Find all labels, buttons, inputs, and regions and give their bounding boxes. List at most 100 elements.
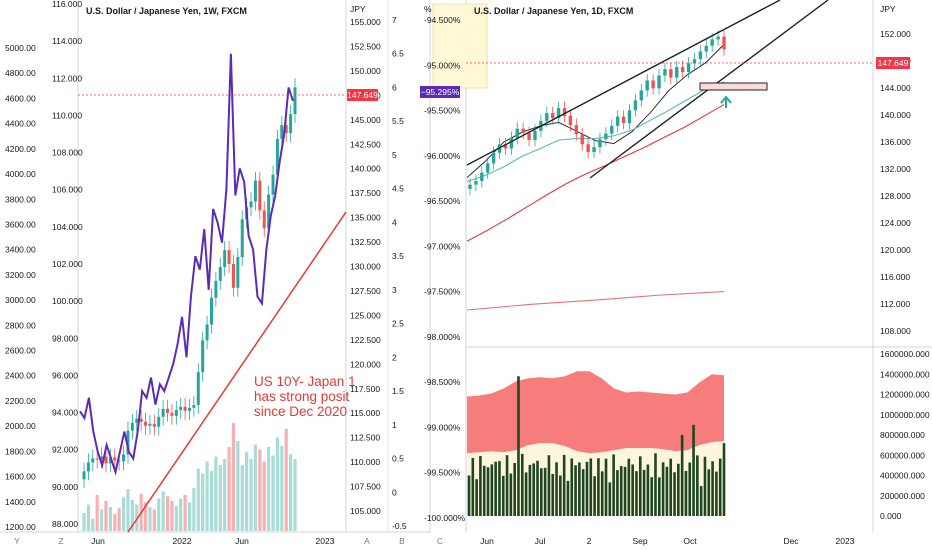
volume-bar [236, 441, 240, 531]
far-left-axis-tick: 1800.00 [5, 446, 36, 456]
volume-bar [192, 487, 196, 531]
candle-body [108, 457, 112, 464]
left-price-axis-tick: 112.500 [350, 433, 380, 443]
corner-label: B [399, 536, 405, 546]
right-price-axis-tick: 128.000 [880, 191, 911, 201]
spread-axis-tick: 6.5 [392, 49, 404, 59]
candle-body [267, 194, 271, 229]
far-left-axis-tick: 1200.00 [5, 522, 36, 532]
candle-body [258, 180, 262, 211]
left-price-axis-tick: 125.000 [350, 310, 381, 320]
volume-bar [196, 468, 200, 531]
candle-body [161, 408, 165, 417]
candle-body [249, 201, 253, 208]
inner-left-axis-tick: 108.000 [52, 148, 83, 158]
spread-axis-tick: 3 [392, 285, 397, 295]
candle-body [82, 471, 86, 480]
candle-body [610, 125, 614, 134]
candle-body [179, 406, 183, 410]
right-price-axis-tick: 132.000 [880, 164, 911, 174]
volume-bar [646, 464, 650, 516]
left-price-axis-tick: 117.500 [350, 384, 380, 394]
volume-bar [673, 472, 676, 516]
candle-body [262, 210, 266, 229]
pct-axis-tick: -94.500% [424, 15, 461, 25]
volume-bar [604, 458, 608, 516]
volume-bar [143, 502, 148, 531]
volume-bar [692, 424, 695, 516]
candle-body [580, 134, 584, 145]
far-left-axis-tick: 3800.00 [5, 194, 36, 204]
pct-axis-tick: -99.500% [424, 468, 461, 478]
candle-body [474, 181, 478, 185]
candle-body [627, 110, 632, 123]
candle-body [201, 340, 205, 373]
candle-body [223, 250, 227, 267]
candle-body [135, 418, 139, 423]
volume-bar [179, 498, 183, 531]
spread-axis-tick: 0.5 [392, 454, 404, 464]
left-price-axis-tick: 127.500 [350, 286, 381, 296]
candle-body [515, 128, 519, 138]
volume-bar [608, 482, 612, 516]
pct-unit: % [424, 4, 432, 14]
right-x-tick: Jun [480, 536, 494, 546]
inner-left-axis-tick: 114.000 [52, 36, 82, 46]
right-price-axis-tick: 152.000 [880, 29, 911, 39]
volume-bar [555, 462, 558, 516]
far-left-axis-tick: 3600.00 [5, 219, 36, 229]
candle-body [240, 219, 244, 258]
volume-bar [559, 475, 562, 516]
inner-left-axis-tick: 88.000 [52, 519, 78, 529]
corner-label: Y [14, 536, 20, 546]
left-x-tick: Jun [91, 536, 105, 546]
volume-bar [293, 459, 297, 531]
volume-bar [227, 447, 231, 531]
candle-body [491, 152, 496, 164]
left-price-axis-tick: 140.000 [350, 164, 381, 174]
left-price-axis-tick: 107.500 [350, 482, 381, 492]
volume-bar [505, 455, 509, 516]
volume-bar [520, 453, 524, 516]
volume-bar [267, 447, 271, 531]
left-panel-bg [0, 0, 454, 550]
candle-body [227, 250, 231, 264]
volume-bar [284, 429, 288, 531]
candle-body [480, 172, 484, 182]
candle-body [592, 147, 596, 153]
candle-body [675, 67, 679, 78]
volume-bar [475, 479, 478, 516]
volume-bar [532, 463, 536, 516]
left-price-axis-tick: 105.000 [350, 506, 381, 516]
far-left-axis-tick: 4400.00 [5, 119, 36, 129]
volume-bar [665, 466, 669, 516]
candle-body [192, 404, 196, 408]
far-left-axis-tick: 3200.00 [5, 270, 36, 280]
volume-bar [684, 470, 688, 516]
candle-body [651, 80, 655, 89]
volume-bar [258, 449, 262, 531]
candle-body [550, 113, 555, 119]
left-price-axis-tick: 120.000 [350, 359, 381, 369]
volume-bar [275, 437, 280, 531]
volume-bar [600, 471, 604, 516]
volume-bar [490, 464, 494, 516]
candle-body [621, 116, 626, 123]
left-price-axis-tick: 110.000 [350, 457, 380, 467]
pct-axis-tick: -96.500% [424, 196, 461, 206]
right-price-axis-tick: 136.000 [880, 137, 911, 147]
volume-bar [240, 465, 244, 531]
far-left-axis-tick: 5000.00 [5, 43, 36, 53]
candle-body [574, 125, 579, 135]
inner-left-axis-tick: 94.000 [52, 408, 78, 418]
candle-body [545, 113, 549, 121]
volume-bar [501, 475, 505, 516]
candle-body [95, 458, 99, 460]
candle-body [236, 257, 240, 288]
volume-axis-tick: 800000.000 [880, 430, 925, 440]
volume-bar [635, 471, 638, 516]
volume-bar [148, 507, 152, 531]
pct-axis-tick: -95.500% [424, 106, 461, 116]
candle-body [100, 456, 104, 460]
